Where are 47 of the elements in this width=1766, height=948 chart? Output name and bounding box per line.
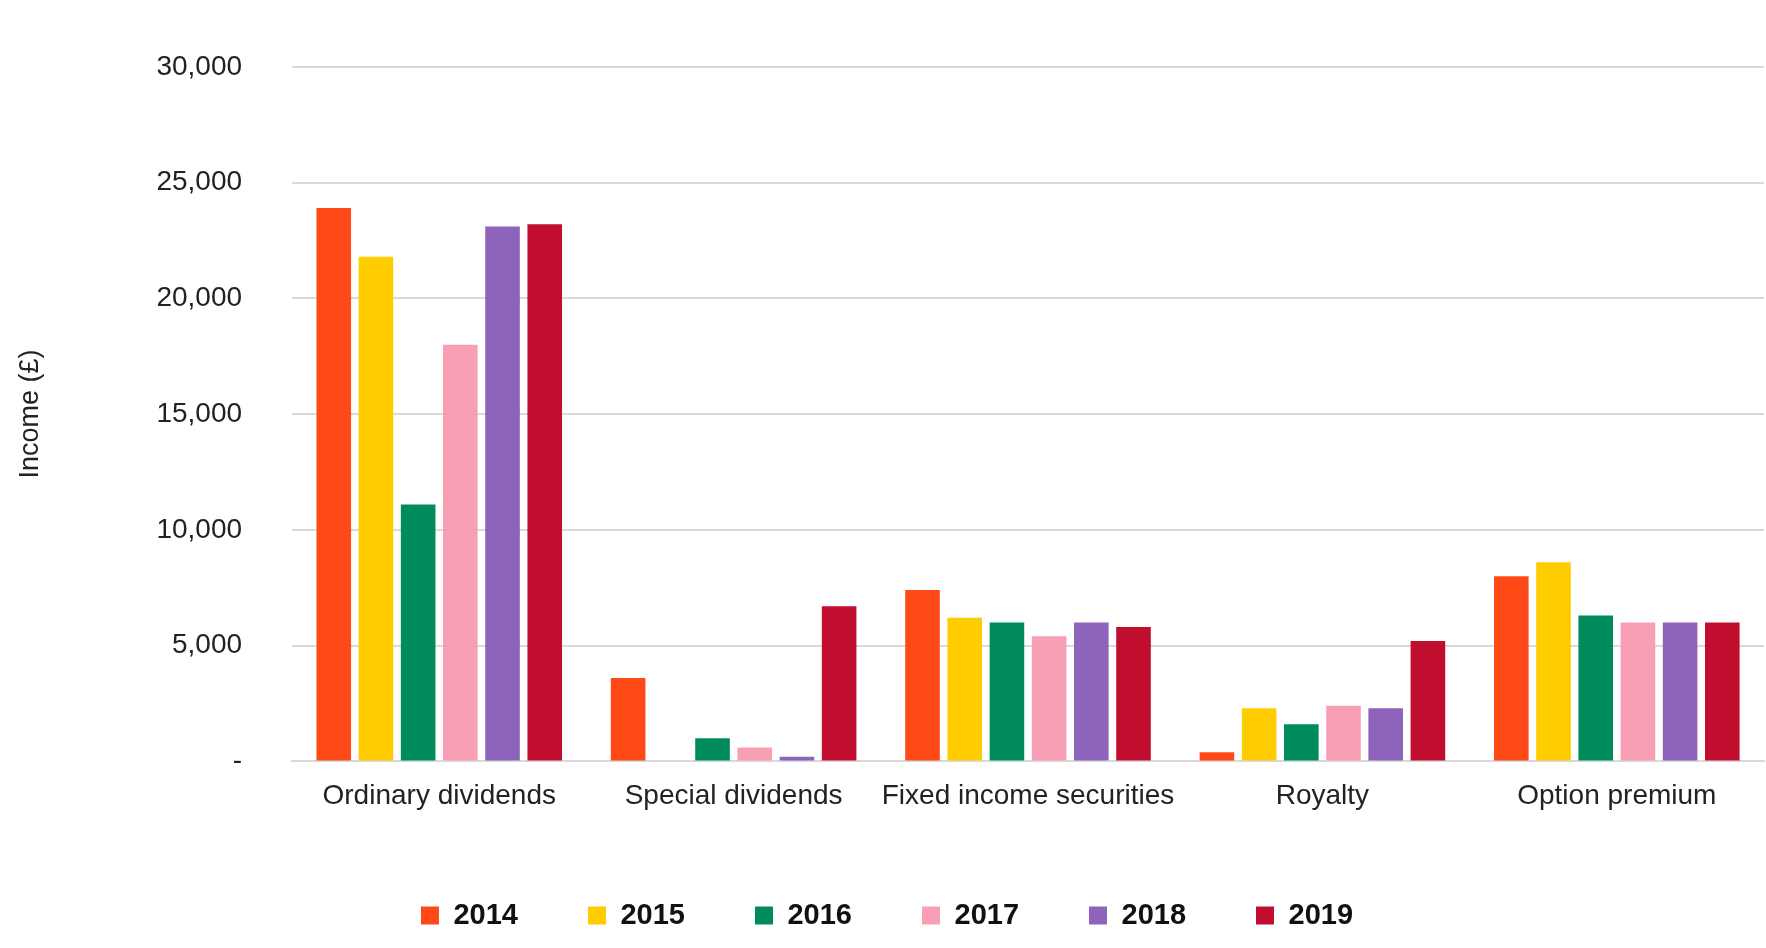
bar	[1241, 708, 1277, 761]
bar	[1620, 622, 1656, 761]
bar	[1494, 576, 1529, 761]
bar	[1031, 636, 1067, 761]
x-tick-label: Royalty	[1275, 778, 1370, 810]
legend-label: 2015	[620, 897, 685, 930]
bar	[1662, 622, 1698, 761]
legend-label: 2018	[1121, 897, 1187, 930]
x-tick-label: Fixed income securities	[881, 778, 1175, 810]
bar	[1578, 615, 1614, 761]
bar	[1199, 752, 1235, 761]
bar	[443, 344, 478, 761]
bar	[485, 226, 520, 761]
bar	[358, 256, 394, 761]
legend-label: 2016	[787, 897, 852, 930]
bar	[1368, 708, 1404, 761]
y-tick-label: 30,000	[156, 49, 243, 81]
y-tick-label: 5,000	[171, 628, 243, 660]
bar	[1284, 724, 1319, 761]
bar	[610, 678, 646, 761]
bar	[1410, 641, 1446, 761]
legend-label: 2014	[453, 897, 518, 930]
y-tick-label: 20,000	[156, 281, 243, 313]
y-tick-label: 15,000	[156, 396, 243, 428]
y-axis-title: Income (£)	[13, 349, 44, 479]
bar	[1536, 562, 1571, 761]
bar	[947, 617, 983, 761]
bar	[695, 738, 730, 761]
bar	[1326, 705, 1361, 761]
y-tick-label: -	[232, 744, 243, 776]
bar	[527, 224, 563, 761]
bar	[737, 747, 773, 761]
bar	[1116, 627, 1151, 761]
y-tick-label: 10,000	[156, 512, 243, 544]
bar	[1074, 622, 1109, 761]
legend-label: 2017	[954, 897, 1020, 930]
x-tick-label: Option premium	[1517, 778, 1717, 810]
bar	[989, 622, 1025, 761]
y-tick-label: 25,000	[156, 165, 243, 197]
bar	[905, 590, 940, 761]
legend-label: 2019	[1288, 897, 1354, 930]
x-tick-label: Ordinary dividends	[322, 778, 556, 810]
bar	[400, 504, 436, 761]
bar	[316, 208, 352, 761]
x-tick-label: Special dividends	[624, 778, 843, 810]
bar	[1704, 622, 1740, 761]
bar	[821, 606, 857, 761]
